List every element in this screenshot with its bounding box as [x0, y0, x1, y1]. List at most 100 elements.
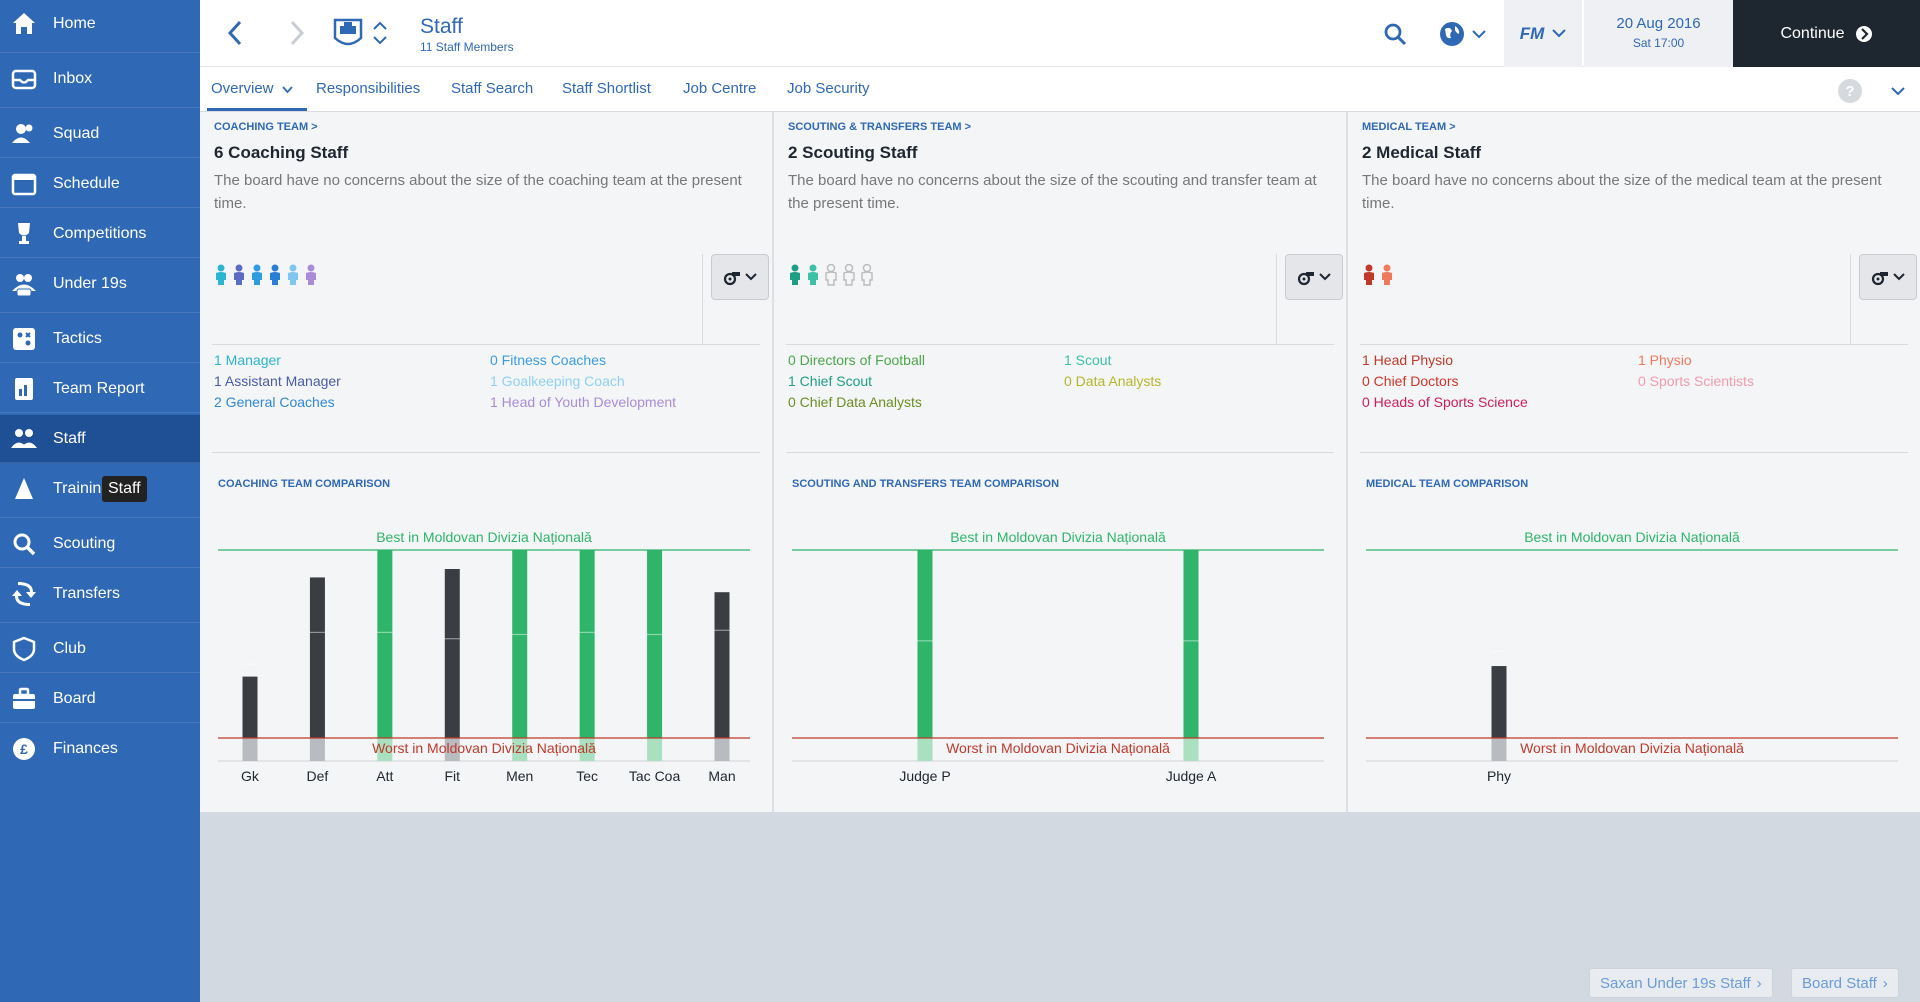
forward-button[interactable] [282, 18, 312, 48]
role-count[interactable]: 0 Sports Scientists [1638, 373, 1754, 389]
sidebar-item-scouting[interactable]: Scouting [0, 520, 200, 568]
bar-fit [444, 568, 460, 738]
sidebar-item-inbox[interactable]: Inbox [0, 55, 200, 103]
squad-icon [10, 120, 38, 148]
bar-floor [512, 738, 528, 761]
sidebar-item-transfers[interactable]: Transfers [0, 570, 200, 618]
role-count[interactable]: 0 Data Analysts [1064, 373, 1162, 389]
role-count[interactable]: 0 Chief Data Analysts [788, 394, 922, 410]
role-count[interactable]: 2 General Coaches [214, 394, 335, 410]
bar-phy [1491, 666, 1507, 738]
arrow-right-circle-icon [1855, 25, 1872, 42]
role-count[interactable]: 1 Chief Scout [788, 373, 873, 389]
club-switch-arrows[interactable] [370, 14, 390, 52]
sidebar-item-board[interactable]: Board [0, 675, 200, 723]
tab-responsibilities[interactable]: Responsibilities [316, 80, 421, 97]
club-badge-button[interactable] [330, 14, 366, 52]
bar-judge-p [917, 550, 933, 738]
x-tick-label: Judge A [1166, 768, 1217, 784]
chevron-right-icon: › [1756, 974, 1762, 992]
sidebar-item-home[interactable]: Home [0, 0, 200, 48]
x-tick-label: Fit [445, 768, 461, 784]
tab-staff-search[interactable]: Staff Search [451, 80, 534, 97]
role-count[interactable]: 1 Scout [1064, 352, 1112, 368]
continue-button[interactable]: Continue [1733, 0, 1920, 67]
staff-icon [10, 425, 38, 453]
back-button[interactable] [220, 18, 250, 48]
roles-bottom-line [1360, 452, 1908, 453]
sidebar-item-tactics[interactable]: Tactics [0, 315, 200, 363]
trophy-icon [10, 220, 38, 248]
staff-panel-1: SCOUTING & TRANSFERS TEAM > 2 Scouting St… [774, 112, 1346, 812]
fm-menu-button[interactable]: FM [1504, 0, 1582, 67]
x-tick-label: Men [506, 768, 533, 784]
sidebar-item-schedule[interactable]: Schedule [0, 160, 200, 208]
staff-filter-dropdown[interactable] [1859, 254, 1917, 300]
section-link[interactable]: COACHING TEAM > [214, 121, 318, 133]
sidebar-item-trainin[interactable]: Trainin [0, 465, 200, 513]
board-staff-button[interactable]: Board Staff › [1791, 968, 1899, 998]
x-tick-label: Tec [576, 768, 598, 784]
bar-floor [242, 738, 258, 761]
bar-def [309, 577, 325, 738]
role-count[interactable]: 0 Directors of Football [788, 352, 925, 368]
globe-icon [1440, 22, 1464, 46]
role-count[interactable]: 1 Head Physio [1362, 352, 1454, 368]
tab-staff-shortlist[interactable]: Staff Shortlist [562, 80, 651, 97]
chevron-down-icon [1552, 29, 1566, 38]
people-box-divider [1850, 254, 1851, 344]
staff-filter-dropdown[interactable] [1285, 254, 1343, 300]
panel-description: The board have no concerns about the siz… [1362, 172, 1882, 212]
time-label: Sat 17:00 [1632, 36, 1685, 50]
role-count[interactable]: 1 Goalkeeping Coach [490, 373, 625, 389]
sidebar-item-club[interactable]: Club [0, 625, 200, 673]
search-button[interactable] [1380, 19, 1410, 49]
worst-label: Worst in Moldovan Divizia Națională [372, 740, 596, 756]
section-link[interactable]: SCOUTING & TRANSFERS TEAM > [788, 121, 972, 133]
role-count[interactable]: 0 Chief Doctors [1362, 373, 1459, 389]
tab-options-button[interactable] [1886, 79, 1910, 103]
sidebar-divider [0, 517, 200, 518]
sidebar-divider [0, 157, 200, 158]
sidebar-divider [0, 107, 200, 108]
world-menu-button[interactable] [1434, 17, 1490, 51]
sidebar-item-finances[interactable]: £ Finances [0, 725, 200, 773]
role-count[interactable]: 0 Heads of Sports Science [1362, 394, 1528, 410]
staff-filter-dropdown[interactable] [711, 254, 769, 300]
comparison-chart: Best in Moldovan Divizia Națională Judge … [792, 529, 1324, 784]
role-count[interactable]: 1 Manager [214, 352, 281, 368]
sidebar-item-under-19s[interactable]: Under 19s [0, 260, 200, 308]
sidebar-item-label: Transfers [53, 585, 120, 602]
sidebar-item-staff[interactable]: Staff [0, 415, 200, 463]
sidebar-item-squad[interactable]: Squad [0, 110, 200, 158]
help-icon[interactable]: ? [1838, 79, 1862, 103]
chevron-right-icon [290, 20, 305, 46]
briefcase-icon [10, 685, 38, 713]
tactics-icon [10, 325, 38, 353]
panel-divider [772, 112, 774, 812]
best-label: Best in Moldovan Divizia Națională [376, 529, 592, 545]
chevron-down-icon [1472, 29, 1486, 38]
role-count[interactable]: 1 Assistant Manager [214, 373, 341, 389]
sidebar-item-label: Home [53, 15, 96, 32]
person-icon [232, 264, 246, 291]
role-count[interactable]: 1 Head of Youth Development [490, 394, 677, 410]
x-tick-label: Man [708, 768, 735, 784]
panel-divider [1346, 112, 1348, 812]
tab-job-security[interactable]: Job Security [787, 80, 870, 97]
sidebar: Home Inbox Squad Schedule Competitions Under … [0, 0, 200, 1002]
saxan-u19-staff-button[interactable]: Saxan Under 19s Staff › [1589, 968, 1773, 998]
role-count[interactable]: 0 Fitness Coaches [490, 352, 606, 368]
x-tick-label: Judge P [899, 768, 950, 784]
sidebar-item-competitions[interactable]: Competitions [0, 210, 200, 258]
tab-job-centre[interactable]: Job Centre [683, 80, 757, 97]
section-link[interactable]: MEDICAL TEAM > [1362, 121, 1456, 133]
tab-overview[interactable]: Overview [211, 80, 293, 97]
chevron-down-icon [373, 36, 387, 45]
sidebar-divider [0, 722, 200, 723]
sidebar-divider [0, 622, 200, 623]
role-count[interactable]: 1 Physio [1638, 352, 1692, 368]
sidebar-item-team-report[interactable]: Team Report [0, 365, 200, 413]
bar-floor [1491, 738, 1507, 761]
person-icon [286, 264, 300, 291]
